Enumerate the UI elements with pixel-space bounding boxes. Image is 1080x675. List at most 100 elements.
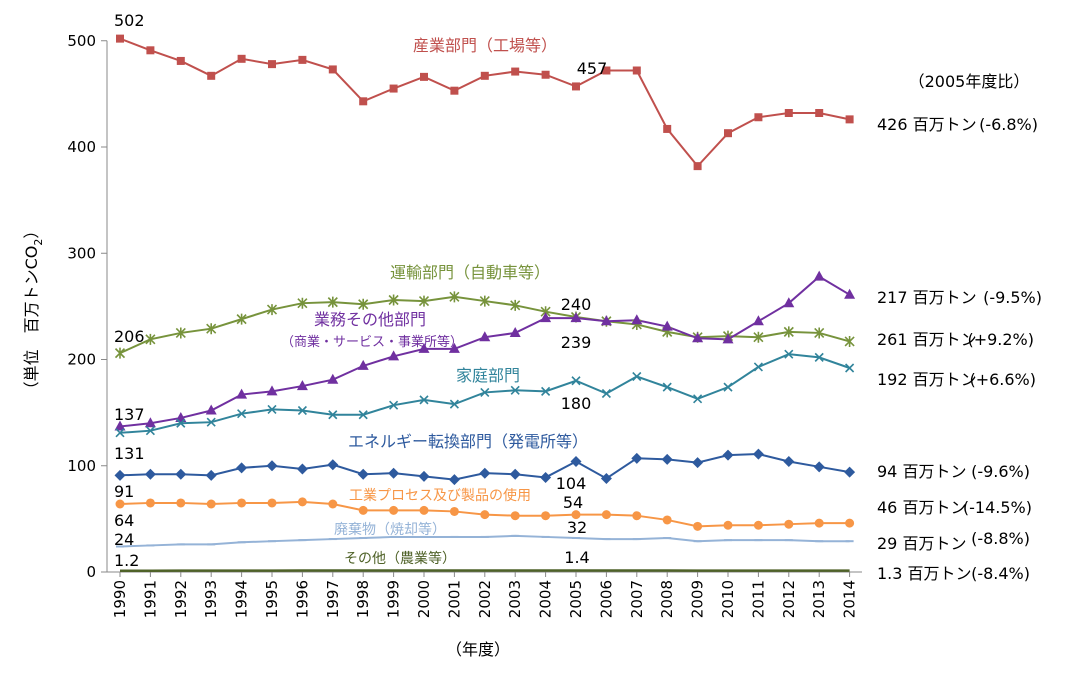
data-point <box>510 511 520 521</box>
data-point <box>814 327 825 339</box>
data-point <box>753 362 763 372</box>
end-change-label: (-8.4%) <box>971 564 1030 583</box>
data-point <box>418 470 430 482</box>
data-point <box>388 350 400 361</box>
data-point <box>692 332 704 343</box>
data-point <box>449 506 459 516</box>
data-point <box>358 298 369 310</box>
data-point <box>571 376 581 386</box>
data-point <box>388 294 399 306</box>
data-point <box>176 56 185 65</box>
data-point <box>844 288 856 299</box>
data-point <box>754 113 763 122</box>
data-point <box>784 519 794 529</box>
series-name: エネルギー転換部門（発電所等） <box>348 432 588 451</box>
data-point <box>297 497 307 507</box>
y-tick-label: 100 <box>67 457 96 475</box>
data-point <box>815 109 824 117</box>
data-point <box>267 404 277 415</box>
data-point <box>175 468 187 480</box>
data-label: 54 <box>563 493 583 512</box>
end-value-label: 29 百万トン <box>877 534 966 553</box>
data-point <box>266 385 278 396</box>
x-tick-label: 2014 <box>841 580 859 618</box>
data-point <box>571 510 581 520</box>
data-point <box>388 467 400 479</box>
data-point <box>693 394 703 404</box>
data-point <box>753 331 764 343</box>
data-point <box>205 404 217 415</box>
data-point <box>419 395 429 405</box>
data-point <box>783 326 794 338</box>
data-point <box>784 109 793 117</box>
x-tick-label: 2009 <box>689 580 707 618</box>
end-value-label: 217 百万トン <box>877 288 977 307</box>
data-point <box>631 452 643 464</box>
data-point <box>450 86 459 95</box>
data-point <box>845 115 854 124</box>
data-point <box>663 124 672 133</box>
x-tick-label: 2012 <box>780 580 798 618</box>
end-change-label: (-6.8%) <box>979 115 1038 134</box>
data-point <box>236 313 247 325</box>
data-point <box>298 55 307 64</box>
data-point <box>632 371 642 382</box>
y-axis-label: （単位 百万トンCO2） <box>22 223 45 398</box>
x-tick-label: 1995 <box>263 580 281 618</box>
data-point <box>541 386 551 396</box>
data-point <box>389 84 398 93</box>
data-point <box>814 352 824 362</box>
data-point <box>480 387 490 398</box>
end-change-label: (-9.5%) <box>983 288 1042 307</box>
data-point <box>845 363 855 373</box>
data-point <box>206 323 217 335</box>
x-tick-label: 1993 <box>202 580 220 618</box>
data-label: 457 <box>577 59 608 78</box>
data-point <box>207 71 216 80</box>
data-point <box>540 471 552 483</box>
data-point <box>419 505 429 515</box>
data-label: 502 <box>114 11 145 30</box>
comparison-note: （2005年度比） <box>909 72 1030 91</box>
series-name: 運輸部門（自動車等） <box>390 263 550 282</box>
data-point <box>237 498 247 508</box>
end-value-label: 192 百万トン <box>877 370 977 389</box>
series-name: その他（農業等） <box>344 550 456 567</box>
end-change-label: (-8.8%) <box>971 529 1030 548</box>
data-point <box>144 468 156 480</box>
data-point <box>389 400 399 410</box>
data-point <box>783 297 795 308</box>
data-label: 137 <box>114 405 145 424</box>
data-point <box>662 515 672 525</box>
data-point <box>266 304 278 316</box>
end-change-label: (+6.6%) <box>969 370 1036 389</box>
x-tick-label: 2002 <box>476 580 494 618</box>
data-point <box>844 466 856 478</box>
data-point <box>268 60 276 69</box>
data-point <box>511 67 520 76</box>
data-point <box>632 66 641 75</box>
data-label: 240 <box>561 295 592 314</box>
data-point <box>114 469 126 481</box>
data-point <box>114 420 126 431</box>
data-label: 180 <box>561 394 592 413</box>
data-point <box>449 399 459 409</box>
data-point <box>509 326 521 337</box>
x-tick-label: 2010 <box>719 580 737 618</box>
data-point <box>145 333 156 345</box>
data-label: 104 <box>556 474 587 493</box>
data-point <box>449 291 460 303</box>
end-change-label: (+9.2%) <box>967 330 1034 349</box>
x-tick-label: 2005 <box>567 580 585 618</box>
x-tick-label: 1999 <box>385 580 403 618</box>
data-point <box>844 335 855 347</box>
data-point <box>328 410 338 420</box>
x-tick-label: 1992 <box>172 580 190 618</box>
series-subname: （商業・サービス・事業所等） <box>281 334 463 350</box>
y-tick-label: 300 <box>67 244 96 262</box>
data-point <box>752 448 764 460</box>
data-point <box>115 428 125 438</box>
x-tick-label: 1998 <box>354 580 372 618</box>
data-point <box>327 459 339 471</box>
data-point <box>509 468 521 480</box>
